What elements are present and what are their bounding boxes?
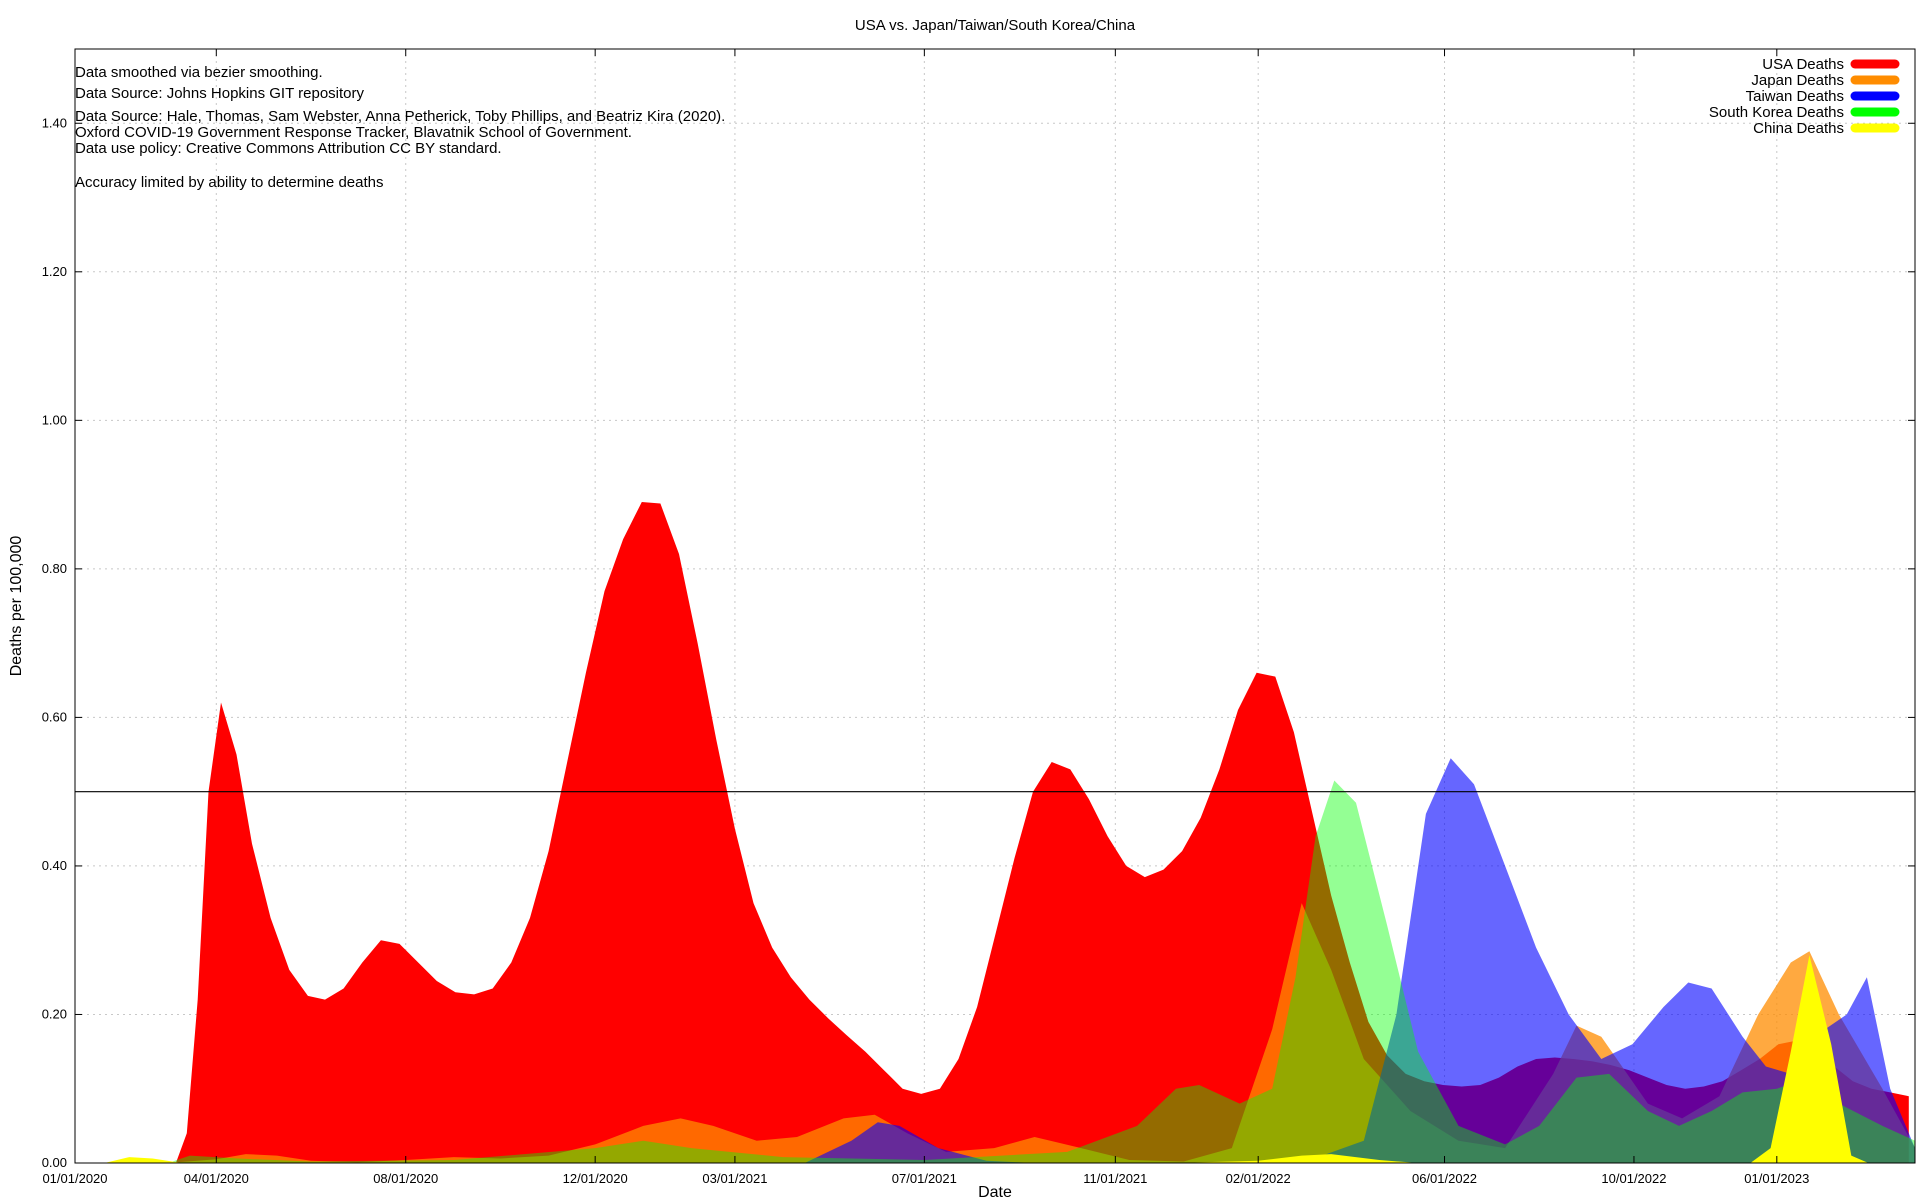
x-tick-label: 12/01/2020 (563, 1171, 628, 1186)
y-tick-label: 0.20 (42, 1006, 67, 1021)
y-tick-label: 0.80 (42, 561, 67, 576)
usa-deaths-area (175, 502, 1909, 1163)
annotation-line: Oxford COVID-19 Government Response Trac… (75, 124, 632, 141)
x-tick-label: 07/01/2021 (892, 1171, 957, 1186)
y-tick-label: 1.00 (42, 412, 67, 427)
taiwan-deaths-legend-label: Taiwan Deaths (1746, 88, 1844, 105)
usa-deaths-legend-label: USA Deaths (1762, 56, 1844, 73)
y-axis-label: Deaths per 100,000 (8, 536, 25, 677)
annotation-line: Data use policy: Creative Commons Attrib… (75, 140, 502, 157)
japan-deaths-legend-label: Japan Deaths (1751, 72, 1844, 89)
taiwan-deaths-area (804, 758, 1915, 1163)
x-tick-label: 02/01/2022 (1226, 1171, 1291, 1186)
plot-frame (74, 48, 1916, 1164)
x-tick-label: 11/01/2021 (1083, 1171, 1147, 1186)
y-tick-label: 0.40 (42, 858, 67, 873)
y-tick-label: 1.20 (42, 264, 67, 279)
ticks (74, 49, 1915, 1164)
x-tick-label: 01/01/2020 (42, 1171, 107, 1186)
south-korea-deaths-area (168, 780, 1916, 1163)
x-tick-label: 08/01/2020 (373, 1171, 438, 1186)
annotations: Data smoothed via bezier smoothing. Data… (75, 64, 725, 191)
x-tick-label: 01/01/2023 (1744, 1171, 1809, 1186)
south-korea-deaths-legend-label: South Korea Deaths (1709, 104, 1844, 121)
x-tick-label: 10/01/2022 (1601, 1171, 1666, 1186)
y-tick-label: 0.00 (42, 1155, 67, 1170)
x-axis-label: Date (978, 1184, 1012, 1200)
y-tick-label: 0.60 (42, 709, 67, 724)
series-areas (104, 502, 1916, 1163)
china-deaths-legend-label: China Deaths (1753, 120, 1844, 137)
annotation-line: Data smoothed via bezier smoothing. (75, 64, 323, 81)
annotation-line: Data Source: Hale, Thomas, Sam Webster, … (75, 108, 725, 125)
chart-title: USA vs. Japan/Taiwan/South Korea/China (855, 17, 1136, 34)
annotation-line: Data Source: Johns Hopkins GIT repositor… (75, 85, 365, 102)
y-tick-label: 1.40 (42, 115, 67, 130)
x-tick-label: 06/01/2022 (1412, 1171, 1477, 1186)
tick-labels: 0.00 0.20 0.40 0.60 0.80 1.00 1.20 1.40 01/01/20… (42, 115, 1810, 1186)
x-tick-label: 03/01/2021 (702, 1171, 767, 1186)
x-tick-label: 04/01/2020 (184, 1171, 249, 1186)
annotation-line: Accuracy limited by ability to determine… (75, 174, 383, 191)
